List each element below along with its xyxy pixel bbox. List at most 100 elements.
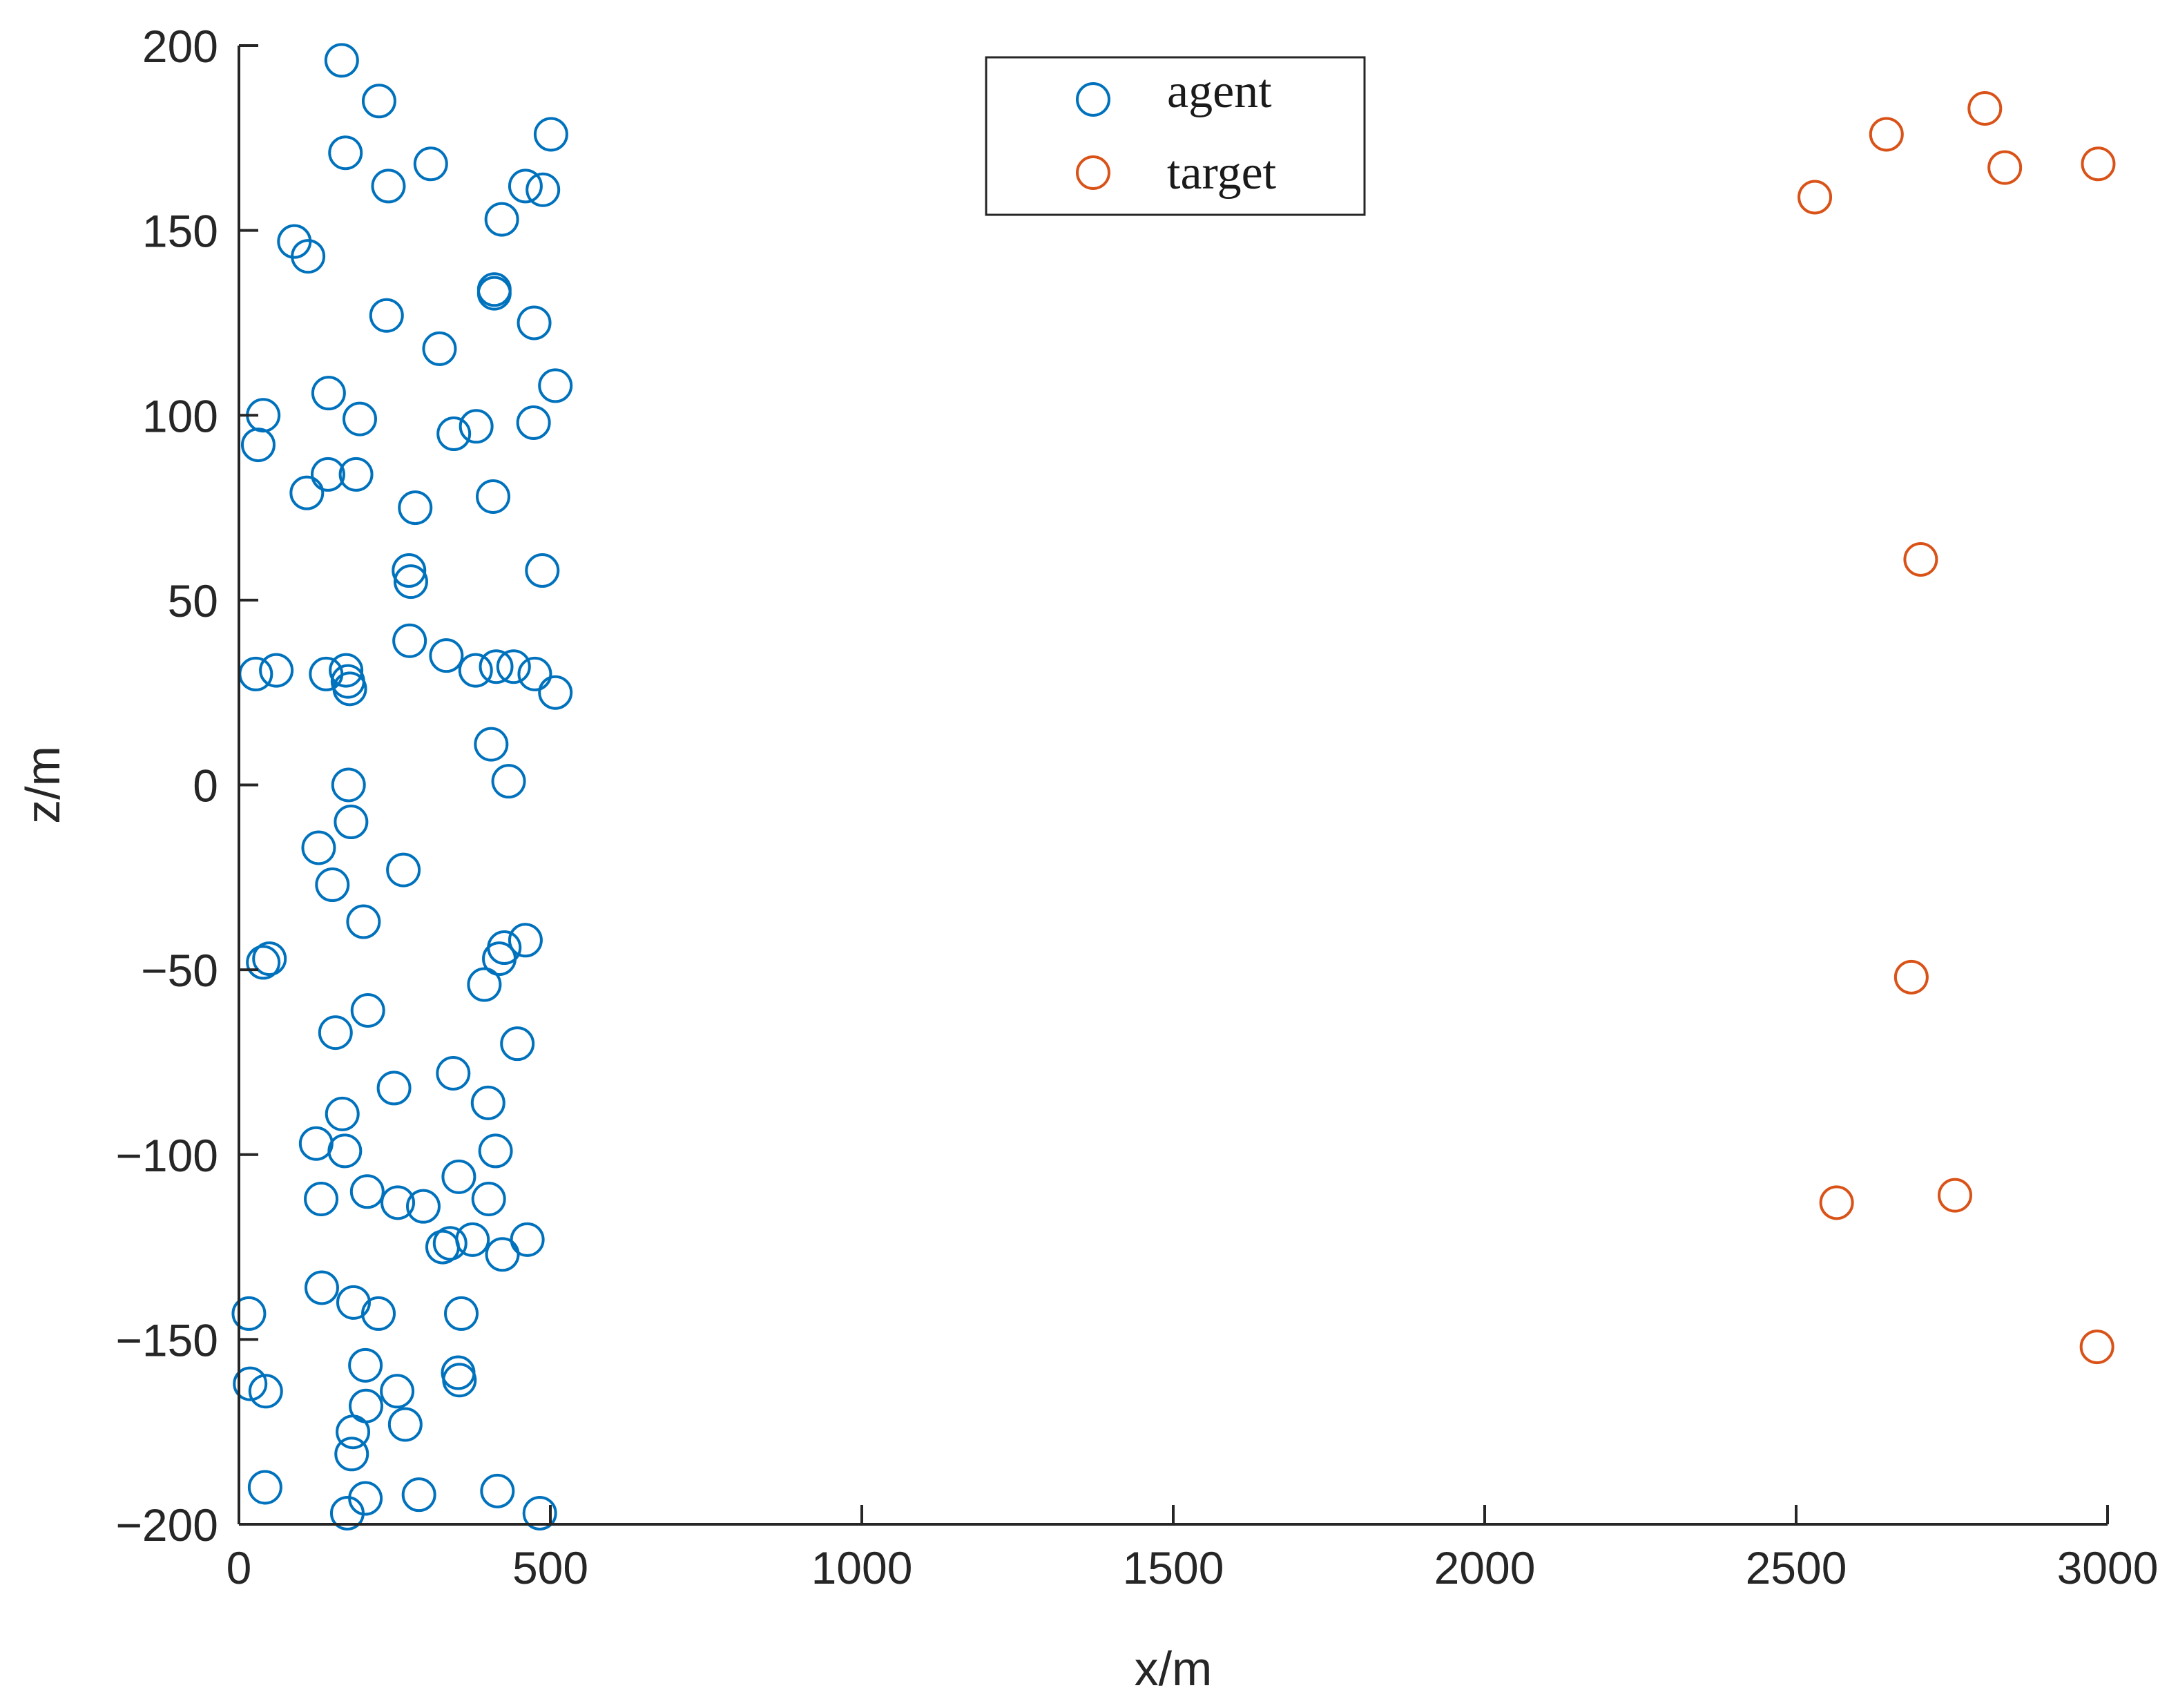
agent-point bbox=[259, 653, 294, 688]
legend-marker-target bbox=[1076, 155, 1110, 190]
agent-point bbox=[425, 1229, 460, 1265]
x-tick-label: 0 bbox=[227, 1542, 252, 1593]
target-point bbox=[1987, 150, 2023, 185]
agent-point bbox=[376, 1071, 412, 1106]
agent-point bbox=[338, 457, 374, 492]
agent-point bbox=[387, 1407, 423, 1442]
agent-point bbox=[484, 202, 519, 237]
agent-point bbox=[334, 805, 369, 840]
agent-point bbox=[311, 376, 346, 411]
target-point bbox=[1819, 1185, 1854, 1220]
agent-point bbox=[336, 1414, 371, 1450]
y-axis-label: z/m bbox=[16, 746, 70, 824]
agent-point bbox=[422, 331, 457, 366]
agent-point bbox=[380, 1374, 415, 1409]
agent-point bbox=[491, 764, 526, 799]
agent-point bbox=[517, 305, 552, 340]
legend-box bbox=[985, 56, 1366, 216]
agent-point bbox=[369, 298, 404, 333]
legend-label-target: target bbox=[1167, 146, 1277, 200]
target-point bbox=[1798, 180, 1833, 215]
agent-point bbox=[533, 117, 568, 152]
x-axis-label: x/m bbox=[1135, 1642, 1213, 1696]
agent-point bbox=[246, 945, 281, 980]
x-tick-label: 2000 bbox=[1434, 1542, 1536, 1593]
agent-point bbox=[298, 1126, 334, 1161]
y-tick-label: 50 bbox=[168, 575, 218, 626]
agent-point bbox=[327, 1133, 363, 1169]
agent-point bbox=[470, 1085, 505, 1120]
agent-point bbox=[467, 967, 502, 1002]
agent-point bbox=[436, 1055, 471, 1091]
agent-point bbox=[413, 146, 448, 182]
legend-marker-agent bbox=[1076, 82, 1110, 117]
agent-point bbox=[441, 1355, 476, 1390]
agent-point bbox=[392, 553, 427, 588]
plot-area bbox=[231, 43, 2116, 1531]
agent-point bbox=[342, 401, 377, 436]
x-tick-label: 2500 bbox=[1746, 1542, 1847, 1593]
agent-point bbox=[526, 172, 561, 207]
series-agent bbox=[231, 43, 573, 1531]
series-target bbox=[1798, 90, 2116, 1365]
agent-point bbox=[459, 409, 494, 444]
agent-point bbox=[315, 867, 350, 903]
agent-point bbox=[325, 1096, 360, 1131]
target-point bbox=[2081, 146, 2116, 182]
agent-point bbox=[252, 941, 287, 977]
agent-point bbox=[508, 923, 543, 958]
agent-point bbox=[329, 1495, 365, 1531]
x-tick-label: 1500 bbox=[1123, 1542, 1224, 1593]
agent-point bbox=[324, 43, 359, 78]
agent-point bbox=[247, 1470, 282, 1505]
agent-point bbox=[346, 904, 381, 939]
agent-point bbox=[331, 767, 366, 803]
agent-point bbox=[429, 638, 464, 673]
agent-point bbox=[471, 1181, 506, 1216]
y-tick-label: −200 bbox=[115, 1499, 218, 1551]
agent-point bbox=[458, 653, 493, 688]
agent-point bbox=[476, 276, 512, 311]
agent-point bbox=[500, 1026, 535, 1062]
x-tick-label: 500 bbox=[512, 1542, 588, 1593]
agent-point bbox=[479, 649, 514, 684]
agent-point bbox=[238, 656, 273, 691]
x-tick-label: 1000 bbox=[811, 1542, 913, 1593]
agent-point bbox=[444, 1296, 479, 1331]
agent-point bbox=[334, 1437, 369, 1472]
agent-point bbox=[304, 1270, 339, 1305]
agent-point bbox=[508, 169, 543, 204]
agent-point bbox=[240, 428, 276, 463]
agent-point bbox=[476, 479, 511, 515]
agent-point bbox=[478, 1133, 513, 1169]
y-tick-label: −100 bbox=[115, 1130, 218, 1181]
agent-point bbox=[231, 1296, 267, 1331]
agent-point bbox=[348, 1347, 383, 1383]
y-tick-label: 0 bbox=[193, 760, 218, 812]
agent-point bbox=[401, 1477, 436, 1513]
agent-point bbox=[304, 1181, 339, 1216]
y-tick-label: −50 bbox=[141, 945, 218, 996]
agent-point bbox=[318, 1015, 353, 1050]
agent-point bbox=[393, 564, 428, 599]
y-tick-label: 150 bbox=[142, 206, 218, 257]
y-axis-ticks: −200 −150 −100 −50 0 50 100 150 200 bbox=[115, 21, 258, 1551]
target-point bbox=[1903, 541, 1938, 577]
agent-point bbox=[386, 852, 421, 887]
axes: 0 500 1000 1500 2000 2500 3000 −200−150−100−50… bbox=[16, 21, 2158, 1696]
agent-point bbox=[349, 1174, 385, 1209]
agent-point bbox=[248, 1374, 283, 1409]
agent-point bbox=[432, 1226, 468, 1261]
legend: agent target bbox=[985, 56, 1366, 216]
agent-point bbox=[496, 649, 531, 684]
agent-point bbox=[350, 993, 385, 1028]
x-tick-label: 3000 bbox=[2057, 1542, 2159, 1593]
target-point bbox=[1938, 1178, 1973, 1213]
agent-point bbox=[310, 457, 345, 492]
agent-point bbox=[436, 416, 472, 452]
agent-point bbox=[525, 553, 560, 588]
agent-point bbox=[522, 1495, 557, 1531]
agent-point bbox=[392, 623, 427, 658]
agent-point bbox=[405, 1189, 441, 1224]
agent-point bbox=[291, 239, 326, 274]
